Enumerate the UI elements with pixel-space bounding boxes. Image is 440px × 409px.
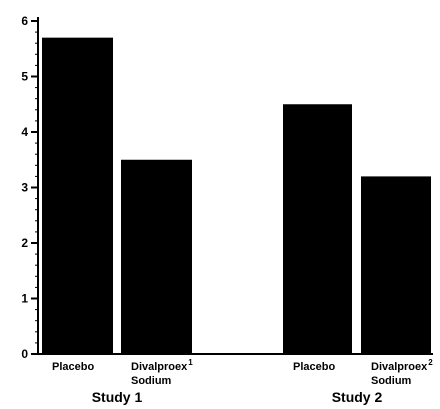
bar-label: Placebo xyxy=(293,361,335,373)
bar-1-2 xyxy=(121,159,192,354)
bar-label-line2: Sodium xyxy=(131,375,172,387)
bar-1-1 xyxy=(42,37,113,355)
group-label: Study 2 xyxy=(332,389,383,405)
y-tick-label: 6 xyxy=(21,14,28,28)
bar-label-text: Placebo xyxy=(52,361,94,373)
bar-2-2 xyxy=(361,176,431,354)
y-tick-label: 5 xyxy=(21,70,28,84)
group-label: Study 1 xyxy=(92,389,143,405)
bar-2-1 xyxy=(283,104,352,354)
y-tick-label: 0 xyxy=(21,347,28,361)
bar-label: Placebo xyxy=(52,361,94,373)
bar-label-text: Placebo xyxy=(293,361,335,373)
bar-label-text: Divalproex xyxy=(131,361,188,373)
y-tick-label: 1 xyxy=(21,292,28,306)
bar-label-superscript: 1 xyxy=(188,358,193,367)
bar-label: Divalproex2 xyxy=(371,358,433,373)
y-tick-label: 4 xyxy=(21,125,28,139)
bar-label: Divalproex1 xyxy=(131,358,193,373)
bar-label-line2: Sodium xyxy=(371,375,412,387)
y-tick-label: 2 xyxy=(21,236,28,250)
bars xyxy=(42,37,431,355)
bar-label-superscript: 2 xyxy=(428,358,433,367)
y-tick-label: 3 xyxy=(21,181,28,195)
bar-label-text: Divalproex xyxy=(371,361,428,373)
